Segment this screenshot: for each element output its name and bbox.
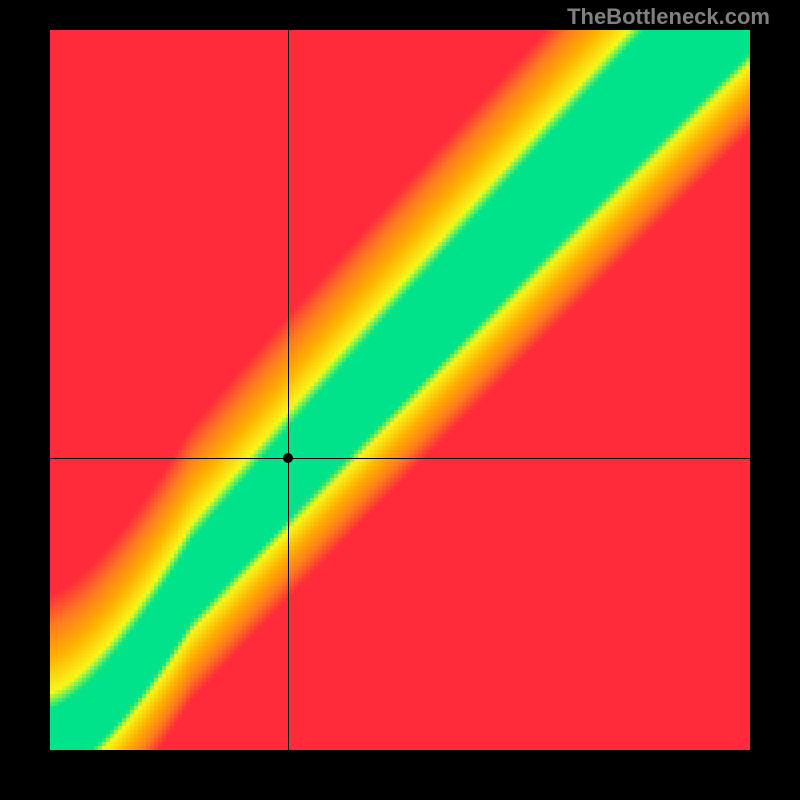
heatmap-canvas	[50, 30, 750, 750]
crosshair-horizontal	[50, 458, 750, 459]
heatmap-plot	[50, 30, 750, 750]
watermark-text: TheBottleneck.com	[567, 4, 770, 30]
crosshair-vertical	[288, 30, 289, 750]
